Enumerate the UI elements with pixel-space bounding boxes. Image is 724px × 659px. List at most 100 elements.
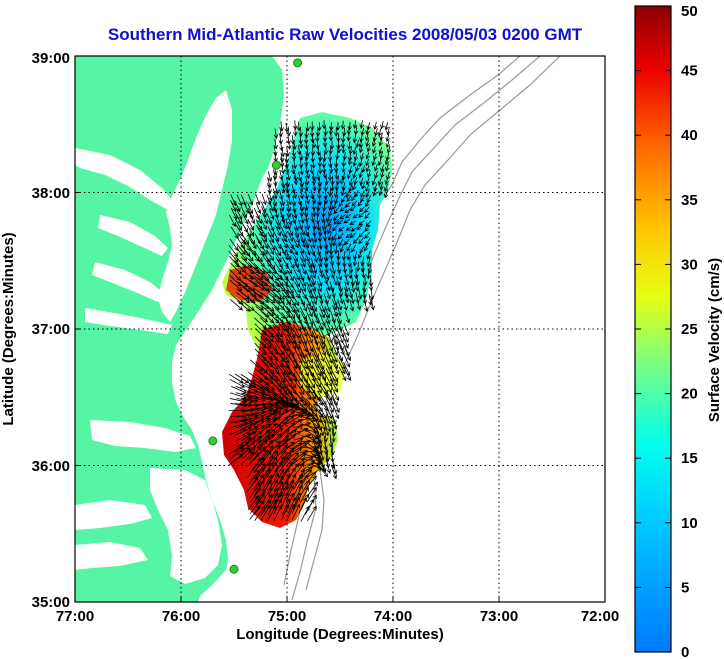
velocity-arrow bbox=[267, 171, 273, 183]
velocity-arrow bbox=[241, 451, 255, 465]
velocity-arrow bbox=[298, 317, 306, 332]
velocity-arrow bbox=[241, 378, 257, 388]
velocity-arrow bbox=[269, 318, 281, 332]
velocity-arrow bbox=[228, 250, 239, 263]
velocity-arrow bbox=[372, 134, 377, 142]
velocity-arrow bbox=[324, 244, 330, 255]
velocity-arrow bbox=[287, 214, 293, 226]
velocity-arrow bbox=[287, 330, 296, 345]
velocity-arrow bbox=[324, 311, 331, 325]
velocity-arrow bbox=[266, 411, 282, 424]
velocity-arrow bbox=[366, 250, 371, 260]
velocity-arrow bbox=[300, 469, 312, 484]
velocity-arrow bbox=[260, 218, 267, 231]
velocity-arrow bbox=[273, 491, 283, 508]
velocity-arrow bbox=[356, 224, 363, 230]
velocity-arrow bbox=[321, 164, 327, 174]
velocity-arrow bbox=[291, 147, 297, 158]
velocity-arrow bbox=[310, 267, 317, 279]
velocity-arrow bbox=[385, 140, 391, 149]
velocity-arrow bbox=[344, 287, 349, 299]
velocity-arrow bbox=[338, 226, 345, 232]
velocity-arrow bbox=[334, 150, 340, 160]
velocity-arrow bbox=[364, 225, 371, 232]
velocity-arrow bbox=[262, 329, 274, 343]
velocity-arrow bbox=[304, 341, 312, 357]
velocity-arrow bbox=[286, 201, 292, 212]
velocity-arrow bbox=[279, 157, 285, 168]
velocity-arrow bbox=[298, 139, 304, 149]
velocity-arrow bbox=[293, 479, 303, 496]
velocity-arrow bbox=[237, 232, 246, 245]
velocity-arrow bbox=[315, 171, 321, 182]
y-axis: 39:00 38:00 37:00 36:00 35:00 Latitude (… bbox=[0, 50, 81, 611]
velocity-arrow bbox=[325, 349, 333, 364]
velocity-arrow bbox=[365, 139, 370, 148]
velocity-arrow bbox=[311, 280, 317, 292]
velocity-arrow bbox=[337, 270, 343, 281]
velocity-arrow bbox=[266, 249, 275, 262]
velocity-arrow bbox=[319, 415, 327, 431]
james-river bbox=[85, 308, 172, 334]
colorbar-tick-label: 35 bbox=[681, 192, 698, 209]
velocity-arrow bbox=[256, 225, 263, 237]
velocity-arrow bbox=[261, 417, 277, 430]
velocity-arrow bbox=[366, 268, 371, 280]
velocity-arrow bbox=[336, 219, 344, 225]
velocity-arrow bbox=[273, 498, 282, 515]
velocity-arrow bbox=[380, 170, 385, 179]
velocity-arrow bbox=[323, 190, 328, 200]
velocity-arrow bbox=[247, 202, 254, 215]
velocity-arrow bbox=[236, 243, 246, 256]
velocity-arrow bbox=[268, 330, 280, 344]
velocity-arrow bbox=[346, 170, 352, 180]
velocity-arrow bbox=[305, 362, 314, 378]
velocity-arrow bbox=[364, 231, 370, 239]
velocity-arrow bbox=[386, 127, 391, 136]
velocity-arrow bbox=[280, 212, 286, 224]
velocity-arrow bbox=[253, 250, 263, 263]
velocity-arrow bbox=[273, 287, 286, 300]
velocity-arrow bbox=[347, 157, 353, 166]
velocity-arrow bbox=[297, 171, 302, 182]
velocity-arrow bbox=[371, 158, 376, 167]
velocity-arrow bbox=[229, 427, 247, 435]
velocity-arrow bbox=[333, 207, 339, 215]
velocity-arrow bbox=[253, 379, 269, 390]
velocity-arrow bbox=[269, 208, 275, 221]
velocity-arrow bbox=[350, 292, 355, 305]
velocity-arrow bbox=[334, 195, 339, 205]
velocity-arrow bbox=[300, 479, 310, 496]
velocity-arrow bbox=[286, 243, 293, 254]
velocity-arrow bbox=[268, 427, 284, 441]
velocity-arrow bbox=[331, 428, 336, 443]
velocity-arrow bbox=[254, 310, 269, 323]
velocity-arrow bbox=[249, 482, 261, 498]
velocity-arrow bbox=[345, 275, 350, 286]
velocity-arrow bbox=[267, 347, 279, 362]
velocity-arrow bbox=[248, 237, 257, 250]
velocity-arrow bbox=[267, 468, 278, 486]
velocity-arrow bbox=[353, 126, 359, 136]
velocity-arrow bbox=[372, 188, 377, 197]
velocity-arrow bbox=[274, 218, 281, 231]
potomac-river bbox=[75, 148, 172, 210]
velocity-arrow bbox=[291, 151, 297, 161]
velocity-arrow bbox=[298, 158, 304, 169]
velocity-arrow bbox=[344, 292, 350, 304]
velocity-arrow bbox=[304, 157, 309, 167]
velocity-arrow bbox=[332, 201, 337, 210]
x-tick-label-1: 76:00 bbox=[162, 608, 200, 625]
velocity-arrow bbox=[292, 202, 297, 214]
velocity-arrow bbox=[273, 504, 283, 522]
velocity-arrow bbox=[300, 251, 306, 263]
velocity-arrow bbox=[311, 318, 319, 333]
velocity-arrow bbox=[281, 182, 286, 194]
y-tick-label-0: 39:00 bbox=[32, 50, 70, 67]
velocity-arrow bbox=[329, 372, 338, 387]
velocity-arrow bbox=[305, 434, 320, 445]
velocity-arrow bbox=[247, 430, 263, 442]
velocity-arrow bbox=[332, 336, 340, 351]
velocity-arrow bbox=[333, 163, 339, 173]
velocity-arrow bbox=[305, 244, 311, 256]
